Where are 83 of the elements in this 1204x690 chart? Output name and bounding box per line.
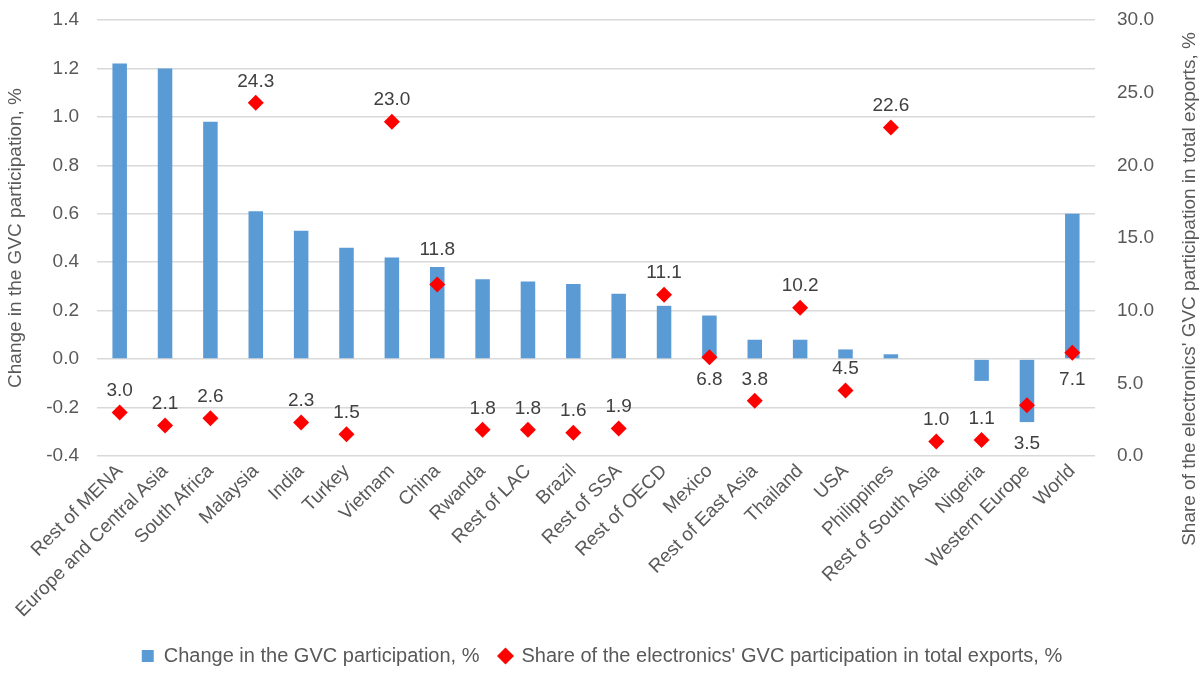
data-label: 3.0 [106, 379, 133, 401]
y-tick-label: -0.4 [46, 444, 80, 466]
bar [974, 359, 989, 381]
y-tick-label: 1.0 [52, 105, 79, 127]
bar [792, 339, 808, 359]
bar [883, 354, 899, 359]
y2-tick-label: 20.0 [1117, 153, 1154, 175]
y2-tick-label: 30.0 [1117, 8, 1154, 30]
bar [566, 284, 581, 359]
bar [203, 121, 218, 359]
point [1064, 344, 1081, 361]
data-label: 2.6 [197, 384, 224, 406]
y-tick-label: 0.4 [52, 250, 80, 272]
y-tick-label: 1.2 [52, 56, 79, 78]
legend-label: Change in the GVC participation, % [163, 643, 480, 666]
y-tick-label: 0.0 [52, 347, 79, 369]
bar [611, 293, 626, 359]
point [1018, 397, 1035, 414]
y2-tick-label: 5.0 [1117, 371, 1144, 393]
y2-tick-label: 25.0 [1117, 80, 1154, 102]
data-label: 3.8 [741, 367, 768, 389]
point [973, 432, 990, 449]
data-label: 11.8 [419, 237, 456, 259]
y-axis-title: Change in the GVC participation, % [3, 87, 25, 388]
point [293, 414, 310, 431]
data-label: 4.5 [832, 357, 859, 379]
data-label: 1.8 [469, 396, 496, 418]
point [157, 417, 174, 434]
bar [838, 349, 853, 359]
data-label: 11.1 [646, 261, 682, 283]
y2-tick-label: 0.0 [1117, 444, 1144, 466]
point [701, 349, 718, 366]
point [928, 433, 945, 450]
bar [112, 63, 127, 359]
data-label: 1.8 [514, 396, 542, 418]
point [247, 94, 264, 111]
point [111, 404, 128, 421]
y-tick-label: 0.6 [52, 202, 79, 224]
y2-tick-label: 10.0 [1117, 298, 1154, 320]
point [338, 426, 355, 443]
data-label: 23.0 [373, 88, 411, 110]
data-label: 2.3 [287, 389, 315, 411]
point [474, 421, 491, 438]
legend-label: Share of the electronics' GVC participation in total exports, % [521, 643, 1063, 666]
bar [656, 305, 672, 359]
data-label: 22.6 [872, 94, 910, 116]
data-label: 24.3 [237, 69, 275, 91]
data-label: 1.5 [333, 400, 360, 422]
bar [384, 257, 400, 359]
point [565, 424, 582, 441]
point [519, 421, 536, 438]
point [202, 410, 219, 427]
y-tick-label: 1.4 [52, 8, 80, 30]
point [383, 113, 400, 130]
y-tick-label: 0.2 [52, 298, 79, 320]
data-label: 3.5 [1013, 431, 1041, 453]
bar [520, 281, 536, 359]
bar [475, 279, 490, 359]
data-label: 7.1 [1059, 368, 1086, 390]
data-label: 6.8 [696, 368, 723, 390]
data-label: 1.1 [968, 406, 995, 428]
bar [1065, 213, 1080, 359]
point [656, 286, 673, 303]
data-label: 1.9 [605, 395, 632, 417]
y2-tick-label: 15.0 [1117, 226, 1154, 248]
point [837, 382, 854, 399]
bar [339, 247, 354, 359]
bar [747, 339, 763, 359]
point [610, 420, 627, 437]
data-label: 1.0 [923, 408, 950, 430]
point [882, 119, 899, 136]
data-label: 1.6 [560, 399, 587, 421]
bar [293, 230, 309, 359]
point [429, 276, 446, 293]
bar [248, 211, 264, 359]
data-label: 10.2 [781, 274, 819, 296]
y-tick-label: -0.2 [46, 395, 79, 417]
point [792, 299, 809, 316]
data-label: 2.1 [151, 392, 179, 414]
bar [157, 68, 173, 359]
point [746, 392, 763, 409]
y2-axis-title: Share of the electronics' GVC participation in total exports, % [1178, 32, 1200, 546]
y-tick-label: 0.8 [52, 153, 79, 175]
